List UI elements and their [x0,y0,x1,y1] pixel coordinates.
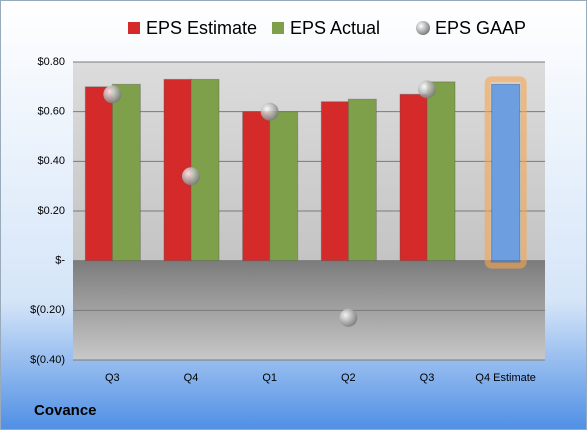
legend-marker [272,22,284,34]
bar [426,81,456,262]
bar [111,83,141,262]
x-tick-label: Q3 [105,372,120,384]
y-tick-label: $0.60 [37,106,65,118]
legend-label: EPS GAAP [435,18,526,38]
legend-marker [128,22,140,34]
y-tick-label: $- [55,255,65,267]
bar [269,111,299,262]
bar [320,101,350,262]
gaap-marker [418,80,436,99]
y-tick-label: $(0.40) [30,354,65,366]
legend-marker [416,21,430,35]
gaap-marker [339,308,358,327]
gaap-marker [260,102,279,121]
x-tick-label: Q3 [420,372,435,384]
gaap-marker [103,85,122,104]
x-tick-label: Q2 [341,372,356,384]
forecast-bar [491,83,521,262]
x-tick-label: Q4 [184,372,199,384]
gaap-marker [182,167,200,186]
y-tick-label: $0.40 [37,155,65,167]
legend-label: EPS Estimate [146,18,257,38]
forecast-glow [484,76,527,269]
y-tick-label: $(0.20) [30,304,65,316]
legend-label: EPS Actual [290,18,380,38]
x-tick-label: Q1 [262,372,277,384]
bar [347,98,377,262]
y-tick-label: $0.20 [37,205,65,217]
company-label: Covance [34,402,97,419]
y-tick-label: $0.80 [37,56,65,68]
x-tick-label: Q4 Estimate [475,372,536,384]
bar [242,111,272,262]
bar [84,86,114,262]
bar [399,93,429,262]
